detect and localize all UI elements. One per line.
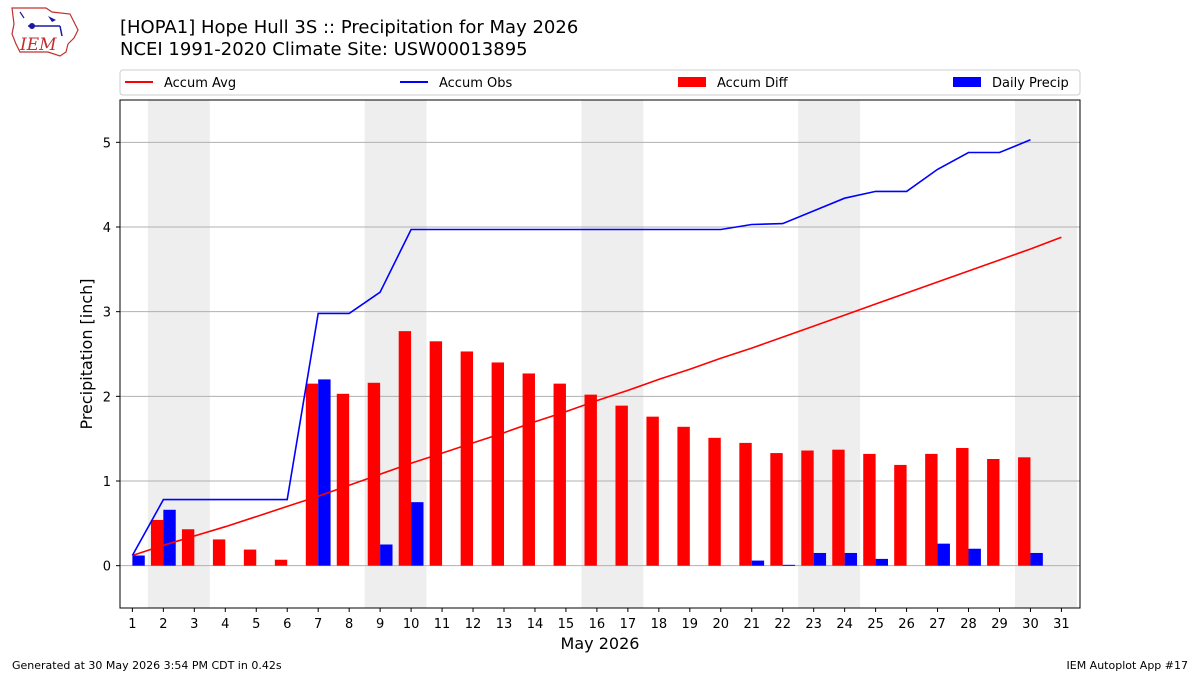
accum-diff-bar (925, 453, 938, 566)
accum-diff-bar (708, 437, 721, 566)
footer-generated: Generated at 30 May 2026 3:54 PM CDT in … (12, 659, 282, 672)
legend-swatch-bar (678, 77, 706, 87)
accum-diff-bar (212, 539, 226, 566)
x-tick-label: 24 (836, 617, 853, 632)
accum-diff-bar (801, 450, 814, 566)
x-tick-label: 26 (898, 617, 915, 632)
legend-swatch-bar (953, 77, 981, 87)
x-tick-label: 14 (527, 617, 544, 632)
legend-label: Accum Diff (717, 76, 789, 91)
x-tick-label: 28 (960, 617, 977, 632)
x-tick-label: 4 (221, 617, 229, 632)
x-tick-label: 31 (1053, 617, 1070, 632)
y-axis-label: Precipitation [inch] (77, 278, 96, 429)
accum-diff-bar (553, 383, 566, 566)
daily-precip-bar (411, 502, 424, 566)
chart-subtitle: NCEI 1991-2020 Climate Site: USW00013895 (120, 39, 528, 60)
accum-diff-bar (1018, 457, 1031, 566)
legend-label: Accum Avg (164, 76, 236, 91)
accum-diff-bar (491, 362, 504, 566)
daily-precip-bar (937, 543, 950, 566)
x-tick-label: 21 (743, 617, 760, 632)
x-tick-label: 30 (1022, 617, 1039, 632)
x-tick-label: 8 (345, 617, 353, 632)
y-tick-label: 3 (103, 306, 111, 321)
legend-label: Accum Obs (439, 76, 512, 91)
x-tick-label: 27 (929, 617, 946, 632)
accum-diff-bar (367, 382, 381, 566)
accum-diff-bar (646, 416, 659, 566)
accum-diff-bar (677, 426, 690, 566)
x-tick-label: 5 (252, 617, 260, 632)
x-tick-label: 20 (713, 617, 730, 632)
x-tick-label: 18 (651, 617, 668, 632)
x-tick-label: 22 (774, 617, 791, 632)
x-tick-label: 15 (558, 617, 575, 632)
x-tick-label: 3 (190, 617, 198, 632)
accum-diff-bar (274, 559, 288, 566)
y-tick-label: 0 (103, 560, 111, 575)
accum-diff-bar (305, 383, 319, 566)
accum-diff-bar (460, 351, 474, 566)
accum-diff-bar (956, 447, 969, 566)
daily-precip-bar (751, 560, 765, 566)
logo-text: IEM (19, 35, 57, 55)
accum-diff-bar (770, 453, 783, 566)
accum-diff-bar (181, 529, 195, 566)
y-tick-label: 1 (103, 475, 111, 490)
x-tick-label: 12 (465, 617, 482, 632)
x-tick-label: 16 (589, 617, 606, 632)
daily-precip-bar (813, 552, 827, 566)
daily-precip-bar (782, 564, 796, 566)
legend-label: Daily Precip (992, 76, 1069, 91)
legend-box (119, 69, 1081, 96)
legend: Accum Avg Accum Obs Accum Diff Daily Precip (119, 69, 1081, 96)
x-tick-label: 1 (128, 617, 136, 632)
x-tick-label: 11 (434, 617, 451, 632)
accum-diff-bar (336, 393, 350, 566)
daily-precip-bar (318, 379, 331, 566)
iem-logo: IEM (11, 7, 79, 57)
accum-diff-bar (398, 331, 412, 566)
accum-diff-bar (615, 405, 628, 566)
accum-diff-bar (987, 458, 1000, 566)
daily-precip-bar (1030, 552, 1043, 566)
y-tick-label: 4 (103, 221, 111, 236)
x-tick-label: 19 (682, 617, 699, 632)
plot-frame (119, 99, 1081, 609)
x-tick-label: 10 (403, 617, 420, 632)
accum-diff-bar (863, 453, 876, 566)
daily-precip-bar (968, 548, 981, 566)
accum-diff-bar (584, 394, 597, 566)
x-tick-label: 2 (159, 617, 167, 632)
y-tick-label: 2 (103, 390, 111, 405)
footer-app: IEM Autoplot App #17 (1066, 659, 1189, 672)
accum-diff-bar (894, 464, 907, 566)
daily-precip-bar (380, 544, 393, 566)
daily-precip-bar (163, 509, 176, 566)
accum-diff-bar (150, 519, 164, 566)
x-axis-label: May 2026 (561, 634, 640, 653)
accum-diff-bar (522, 373, 535, 566)
accum-obs-line (131, 139, 1031, 556)
x-tick-label: 29 (991, 617, 1008, 632)
x-tick-label: 23 (805, 617, 822, 632)
x-tick-label: 25 (867, 617, 884, 632)
x-tick-label: 6 (283, 617, 291, 632)
accum-avg-line (132, 236, 1062, 557)
accum-diff-bar (832, 449, 845, 566)
accum-diff-bar (739, 442, 752, 566)
daily-precip-bar (875, 558, 888, 566)
y-tick-label: 5 (103, 136, 111, 151)
x-tick-label: 17 (620, 617, 637, 632)
x-tick-label: 9 (376, 617, 384, 632)
x-tick-label: 13 (496, 617, 513, 632)
daily-precip-bar (844, 552, 858, 566)
chart-title: [HOPA1] Hope Hull 3S :: Precipitation fo… (120, 17, 579, 38)
daily-precip-bar (132, 555, 145, 566)
accum-diff-bar (243, 549, 257, 566)
x-tick-label: 7 (314, 617, 322, 632)
accum-diff-bar (429, 341, 443, 566)
